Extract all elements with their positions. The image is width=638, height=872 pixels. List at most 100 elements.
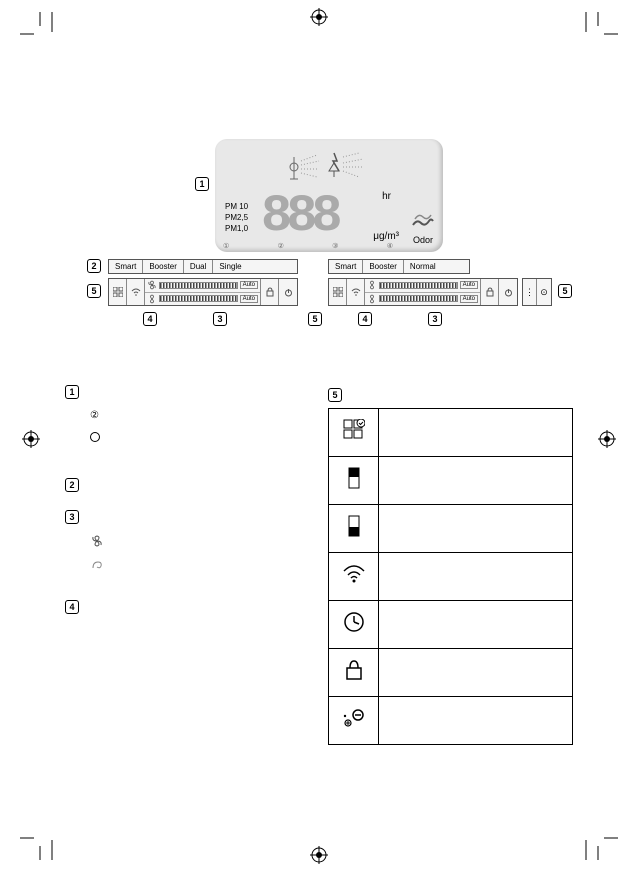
crop-mark-tr <box>578 12 618 52</box>
lcd-bottom-marks: ① ② ③ ④ <box>223 242 393 250</box>
callout-1-lcd: 1 <box>195 177 209 191</box>
panel-btn-power-r[interactable] <box>499 279 517 305</box>
mode-normal-r: Normal <box>404 260 442 273</box>
panel-bars-right: Auto Auto <box>365 279 481 305</box>
table-row <box>329 553 573 601</box>
panel-btn-wifi-r[interactable] <box>347 279 365 305</box>
clock-icon <box>329 601 379 649</box>
left-sub-swirl <box>90 558 104 572</box>
lock-icon <box>329 649 379 697</box>
callout-5-mid: 5 <box>308 312 322 326</box>
table-row <box>329 601 573 649</box>
ion-icon <box>329 697 379 745</box>
grid-check-icon <box>329 409 379 457</box>
callout-3-right: 3 <box>428 312 442 326</box>
fan-speed-bar-bottom <box>159 295 238 302</box>
seven-seg-digits: 888 <box>261 187 337 246</box>
left-sub-a: ② <box>90 410 99 421</box>
control-panel-right: Auto Auto <box>328 278 518 306</box>
callout-4-left: 4 <box>143 312 157 326</box>
lcd-units-label: μg/m³ <box>373 231 399 242</box>
mode-row-right: Smart Booster Normal <box>328 259 470 274</box>
fan-icon <box>367 280 377 290</box>
panel-btn-lock-r[interactable] <box>481 279 499 305</box>
table-row <box>329 649 573 697</box>
table-cell <box>379 697 573 745</box>
mode-booster: Booster <box>143 260 184 273</box>
lcd-hr-label: hr <box>382 191 391 202</box>
callout-3-left: 3 <box>213 312 227 326</box>
auto-tag: Auto <box>460 295 478 303</box>
left-callout-3: 3 <box>65 510 79 524</box>
left-callout-2: 2 <box>65 478 79 492</box>
odor-icon <box>411 209 435 235</box>
mode-booster-r: Booster <box>363 260 404 273</box>
fan-speed-bar-top-r <box>379 282 458 289</box>
ref-caption: 5 <box>328 388 342 402</box>
crop-mark-bl <box>20 820 60 860</box>
fan-icon <box>90 534 104 548</box>
panel-extra-a[interactable]: ⋮ <box>523 279 537 305</box>
callout-5-left: 5 <box>87 284 101 298</box>
reference-table <box>328 408 573 745</box>
fan-icon <box>367 294 377 304</box>
left-callout-1: 1 <box>65 385 79 399</box>
auto-tag: Auto <box>240 295 258 303</box>
table-cell <box>379 505 573 553</box>
registration-mark-left <box>22 430 40 448</box>
mode-smart: Smart <box>109 260 143 273</box>
registration-mark-right <box>598 430 616 448</box>
lcd-spray-graphic <box>279 147 379 187</box>
panel-btn-power[interactable] <box>279 279 297 305</box>
auto-tag: Auto <box>240 281 258 289</box>
wifi-icon <box>329 553 379 601</box>
mode-dual: Dual <box>184 260 213 273</box>
mode-single: Single <box>213 260 247 273</box>
left-sub-b <box>90 432 100 442</box>
right-callout-5: 5 <box>328 388 342 402</box>
crop-mark-tl <box>20 12 60 52</box>
lcd-pm-labels: PM 10 PM2,5 PM1,0 <box>225 201 248 234</box>
lcd-display: PM 10 PM2,5 PM1,0 888 hr μg/m³ Odor ① ② … <box>215 139 443 252</box>
panel-btn-grid[interactable] <box>109 279 127 305</box>
circle-icon <box>90 432 100 442</box>
table-row <box>329 409 573 457</box>
fan-icon <box>147 294 157 304</box>
rect-bottom-icon <box>329 505 379 553</box>
swirl-icon <box>90 558 104 572</box>
table-row <box>329 505 573 553</box>
odor-label: Odor <box>411 235 435 245</box>
table-cell <box>379 457 573 505</box>
table-row <box>329 457 573 505</box>
callout-5-right: 5 <box>558 284 572 298</box>
pm25-label: PM2,5 <box>225 212 248 223</box>
control-panel-left: Auto Auto <box>108 278 298 306</box>
mode-smart-r: Smart <box>329 260 363 273</box>
fan-speed-bar-bottom-r <box>379 295 458 302</box>
table-cell <box>379 409 573 457</box>
left-sub-fan <box>90 534 104 548</box>
left-callout-4: 4 <box>65 600 79 614</box>
callout-2-modes: 2 <box>87 259 101 273</box>
panel-btn-grid-r[interactable] <box>329 279 347 305</box>
table-cell <box>379 553 573 601</box>
left-sub-a-sym: ② <box>90 410 99 421</box>
fan-icon <box>147 280 157 290</box>
panel-btn-wifi[interactable] <box>127 279 145 305</box>
panel-bars-left: Auto Auto <box>145 279 261 305</box>
panel-btn-lock[interactable] <box>261 279 279 305</box>
fan-speed-bar-top <box>159 282 238 289</box>
panel-extra-b[interactable]: ⊙ <box>537 279 551 305</box>
table-cell <box>379 601 573 649</box>
registration-mark-bottom <box>310 846 328 864</box>
rect-top-icon <box>329 457 379 505</box>
mode-row-left: Smart Booster Dual Single <box>108 259 298 274</box>
pm10-label: PM 10 <box>225 201 248 212</box>
crop-mark-br <box>578 820 618 860</box>
callout-4-right: 4 <box>358 312 372 326</box>
pm10b-label: PM1,0 <box>225 223 248 234</box>
auto-tag: Auto <box>460 281 478 289</box>
table-cell <box>379 649 573 697</box>
table-row <box>329 697 573 745</box>
control-panel-extra: ⋮ ⊙ <box>522 278 552 306</box>
